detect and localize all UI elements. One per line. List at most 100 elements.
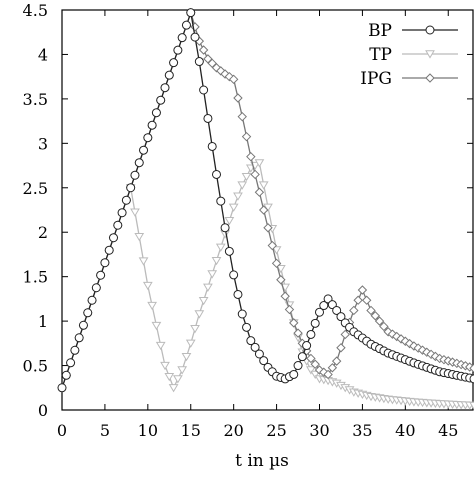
data-point-tp (276, 264, 286, 274)
data-point-bp (169, 58, 179, 68)
data-point-ipg (310, 359, 320, 369)
data-point-bp (254, 349, 264, 359)
data-point-ipg (198, 45, 209, 55)
data-point-ipg (366, 305, 376, 316)
x-tick-label: 15 (181, 421, 201, 440)
data-point-ipg (250, 169, 260, 180)
data-point-bp (199, 85, 209, 95)
data-point-tp (306, 366, 316, 375)
data-point-ipg (233, 93, 243, 103)
data-point-bp (190, 32, 200, 42)
data-point-ipg (293, 328, 303, 338)
data-point-bp (246, 336, 256, 346)
data-point-bp (139, 145, 149, 155)
axes: 0 5 10 15 20 25 30 35 40 45 0 0.5 1 1.5 2 2.5 3 3.5 4 4.5 (23, 1, 474, 440)
data-point-bp (156, 95, 166, 105)
data-point-bp (186, 8, 196, 18)
data-point-ipg (353, 295, 363, 305)
data-point-tp (168, 384, 179, 393)
data-point-ipg (207, 58, 217, 69)
data-point-bp (310, 318, 320, 328)
x-axis-label: t in µs (235, 451, 289, 471)
data-point-ipg (336, 343, 346, 353)
data-point-bp (109, 233, 118, 243)
data-point-tp (254, 159, 265, 168)
x-tick-label: 30 (309, 421, 329, 440)
data-point-ipg (263, 223, 273, 233)
data-point-bp (143, 133, 153, 143)
y-tick-label: 3 (38, 134, 48, 153)
data-point-bp (78, 320, 88, 330)
data-point-tp (164, 372, 175, 382)
data-point-tp (271, 246, 282, 255)
data-point-tp (215, 243, 226, 252)
data-point-tp (190, 324, 200, 334)
data-point-bp (87, 295, 97, 305)
data-point-bp (203, 113, 213, 123)
data-point-ipg (280, 291, 290, 301)
x-tick-label: 25 (266, 421, 286, 440)
y-tick-label: 0 (38, 401, 48, 420)
data-point-bp (151, 108, 161, 118)
data-point-ipg (276, 275, 286, 285)
y-tick-label: 1 (38, 312, 48, 331)
data-point-tp (194, 310, 205, 319)
data-point-bp (100, 258, 110, 268)
data-point-bp (194, 57, 204, 67)
y-tick-label: 4.5 (23, 1, 48, 20)
data-point-ipg (246, 151, 256, 162)
data-point-tp (469, 401, 474, 411)
data-point-bp (229, 270, 239, 280)
data-point-tp (310, 370, 321, 380)
y-tick-label: 2 (38, 223, 48, 242)
data-point-bp (259, 356, 269, 366)
data-point-bp (306, 329, 316, 339)
data-point-bp (74, 333, 84, 343)
data-point-ipg (237, 111, 247, 122)
data-point-bp (61, 370, 71, 380)
x-tick-label: 45 (438, 421, 458, 440)
data-point-bp (177, 33, 187, 43)
data-point-bp (297, 352, 307, 362)
data-point-bp (216, 196, 226, 206)
data-point-tp (237, 181, 248, 190)
data-point-bp (233, 289, 243, 299)
data-point-tp (147, 301, 157, 311)
data-point-bp (181, 20, 191, 30)
data-point-bp (66, 358, 76, 368)
data-point-tp (155, 341, 166, 351)
y-tick-label: 4 (38, 45, 48, 64)
data-point-tp (173, 375, 183, 384)
data-point-bp (302, 341, 312, 351)
data-point-bp (134, 158, 144, 168)
data-point-tp (160, 361, 170, 371)
data-point-ipg (362, 295, 372, 305)
data-point-tp (177, 366, 188, 375)
y-tick-label: 1.5 (23, 268, 48, 287)
data-point-tp (138, 257, 149, 266)
data-point-ipg (357, 285, 368, 295)
data-point-ipg (271, 258, 282, 269)
data-point-ipg (323, 369, 333, 380)
data-point-ipg (331, 356, 342, 366)
data-point-bp (104, 245, 114, 255)
y-tick-label: 0.5 (23, 357, 48, 376)
data-point-tp (203, 283, 213, 292)
plot-frame (61, 9, 474, 411)
data-point-bp (173, 45, 183, 55)
data-point-tp (134, 232, 145, 242)
data-point-bp (319, 301, 329, 311)
data-point-tp (228, 203, 239, 212)
data-point-ipg (289, 318, 299, 328)
data-point-tp (241, 172, 252, 182)
data-point-ipg (284, 304, 295, 315)
data-point-bp (70, 345, 80, 355)
data-point-ipg (203, 54, 213, 64)
data-point-tp (185, 339, 196, 348)
data-point-ipg (306, 353, 316, 364)
data-point-bp (242, 322, 252, 332)
legend-label-ipg: IPG (360, 69, 392, 89)
data-point-tp (207, 270, 218, 279)
y-tick-label: 3.5 (23, 90, 48, 109)
data-point-tp (130, 208, 140, 217)
